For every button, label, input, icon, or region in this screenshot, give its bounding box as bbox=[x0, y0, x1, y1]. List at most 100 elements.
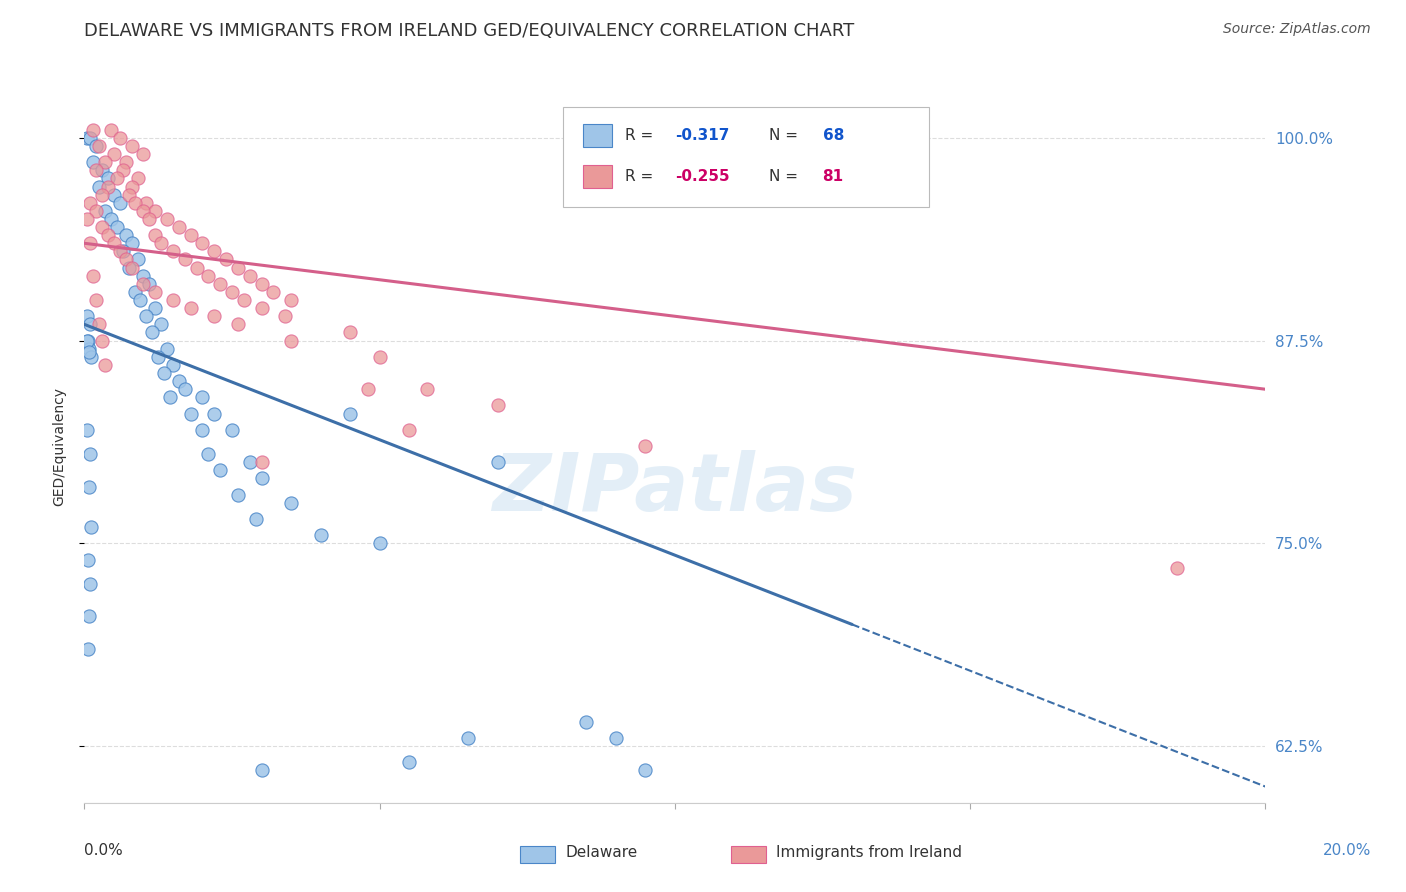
Point bbox=[162, 293, 184, 307]
Point bbox=[103, 147, 125, 161]
Point bbox=[209, 463, 232, 477]
Point bbox=[153, 366, 176, 380]
Point bbox=[91, 334, 114, 348]
Point bbox=[76, 423, 98, 437]
Point bbox=[91, 163, 114, 178]
Point bbox=[77, 345, 100, 359]
Point bbox=[398, 423, 420, 437]
Point bbox=[180, 407, 202, 421]
Point bbox=[97, 171, 120, 186]
Point bbox=[141, 326, 163, 340]
Text: R =: R = bbox=[626, 169, 654, 184]
Point bbox=[634, 439, 657, 453]
Text: 0.0%: 0.0% bbox=[84, 843, 124, 858]
Point bbox=[89, 179, 111, 194]
Point bbox=[202, 407, 225, 421]
Point bbox=[202, 310, 225, 324]
Point bbox=[398, 756, 420, 770]
Point bbox=[250, 764, 273, 778]
Point bbox=[232, 293, 254, 307]
Point bbox=[108, 195, 131, 210]
Point bbox=[280, 293, 302, 307]
Text: 81: 81 bbox=[823, 169, 844, 184]
Point bbox=[77, 334, 100, 348]
Text: -0.255: -0.255 bbox=[675, 169, 730, 184]
Text: DELAWARE VS IMMIGRANTS FROM IRELAND GED/EQUIVALENCY CORRELATION CHART: DELAWARE VS IMMIGRANTS FROM IRELAND GED/… bbox=[84, 22, 855, 40]
Point bbox=[132, 277, 155, 291]
Text: -0.317: -0.317 bbox=[675, 128, 730, 143]
Point bbox=[250, 301, 273, 315]
Text: 20.0%: 20.0% bbox=[1323, 843, 1371, 858]
Point bbox=[250, 471, 273, 485]
Text: Immigrants from Ireland: Immigrants from Ireland bbox=[776, 846, 962, 860]
Point bbox=[368, 350, 391, 364]
Text: R =: R = bbox=[626, 128, 654, 143]
Point bbox=[143, 285, 166, 299]
Point bbox=[84, 203, 107, 218]
Point bbox=[76, 131, 98, 145]
Point bbox=[105, 171, 128, 186]
Point bbox=[79, 318, 101, 332]
Point bbox=[76, 334, 98, 348]
Point bbox=[114, 252, 136, 267]
Point bbox=[250, 277, 273, 291]
Point bbox=[80, 520, 103, 534]
Point bbox=[76, 211, 98, 226]
Point bbox=[108, 244, 131, 259]
Point bbox=[457, 731, 479, 745]
Point bbox=[91, 220, 114, 235]
Point bbox=[416, 382, 439, 396]
Point bbox=[197, 447, 219, 461]
Point bbox=[84, 293, 107, 307]
Y-axis label: GED/Equivalency: GED/Equivalency bbox=[52, 386, 66, 506]
Point bbox=[148, 350, 170, 364]
Point bbox=[124, 195, 146, 210]
Point bbox=[121, 179, 143, 194]
Text: N =: N = bbox=[769, 128, 799, 143]
Point bbox=[226, 318, 249, 332]
Point bbox=[339, 326, 361, 340]
Point bbox=[79, 236, 101, 251]
Point bbox=[79, 195, 101, 210]
Point bbox=[1166, 560, 1188, 574]
Point bbox=[159, 390, 181, 404]
Point bbox=[121, 139, 143, 153]
Point bbox=[77, 342, 100, 356]
Point bbox=[105, 220, 128, 235]
Point bbox=[138, 211, 160, 226]
Point bbox=[143, 301, 166, 315]
Point bbox=[180, 301, 202, 315]
Point bbox=[111, 163, 134, 178]
Text: ZIPatlas: ZIPatlas bbox=[492, 450, 858, 528]
Point bbox=[245, 512, 267, 526]
Point bbox=[77, 479, 100, 493]
Point bbox=[191, 423, 214, 437]
Point bbox=[215, 252, 238, 267]
Point bbox=[221, 285, 243, 299]
Point bbox=[77, 552, 100, 566]
Point bbox=[156, 211, 179, 226]
Point bbox=[121, 236, 143, 251]
Point bbox=[209, 277, 232, 291]
Point bbox=[162, 244, 184, 259]
Point bbox=[82, 122, 104, 136]
Point bbox=[143, 228, 166, 243]
Text: Source: ZipAtlas.com: Source: ZipAtlas.com bbox=[1223, 22, 1371, 37]
Point bbox=[221, 423, 243, 437]
Point bbox=[132, 203, 155, 218]
Point bbox=[127, 252, 149, 267]
Point bbox=[94, 358, 117, 372]
Point bbox=[84, 139, 107, 153]
Point bbox=[100, 211, 122, 226]
Point bbox=[605, 731, 627, 745]
Point bbox=[274, 310, 297, 324]
Point bbox=[89, 318, 111, 332]
Point bbox=[575, 714, 598, 729]
Point bbox=[191, 236, 214, 251]
Point bbox=[202, 244, 225, 259]
Point bbox=[280, 334, 302, 348]
Point bbox=[111, 244, 134, 259]
Point bbox=[97, 179, 120, 194]
Bar bbox=[582, 165, 612, 187]
Point bbox=[150, 318, 173, 332]
